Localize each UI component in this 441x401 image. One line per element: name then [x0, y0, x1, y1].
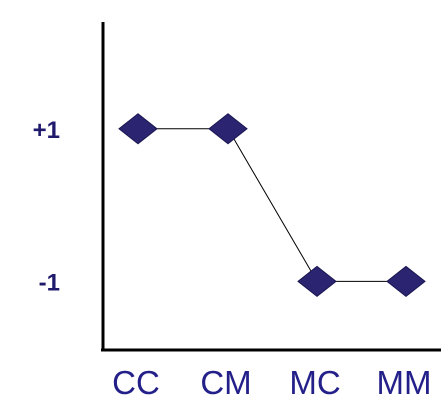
data-point-marker — [118, 113, 158, 145]
y-tick-label: +1 — [33, 117, 60, 144]
x-tick-label: MM — [377, 364, 432, 401]
y-tick-label: -1 — [39, 269, 60, 296]
axes — [101, 22, 441, 352]
data-markers — [118, 113, 426, 297]
series-line — [138, 128, 406, 282]
x-tick-labels: CC CM MC MM — [112, 364, 431, 401]
data-point-marker — [208, 113, 248, 145]
series-lines — [138, 128, 406, 282]
x-tick-label: MC — [289, 364, 340, 401]
x-tick-label: CM — [200, 364, 251, 401]
x-tick-label: CC — [112, 364, 160, 401]
data-point-marker — [386, 265, 426, 297]
data-point-marker — [297, 265, 337, 297]
y-tick-labels: +1 -1 — [33, 117, 60, 297]
